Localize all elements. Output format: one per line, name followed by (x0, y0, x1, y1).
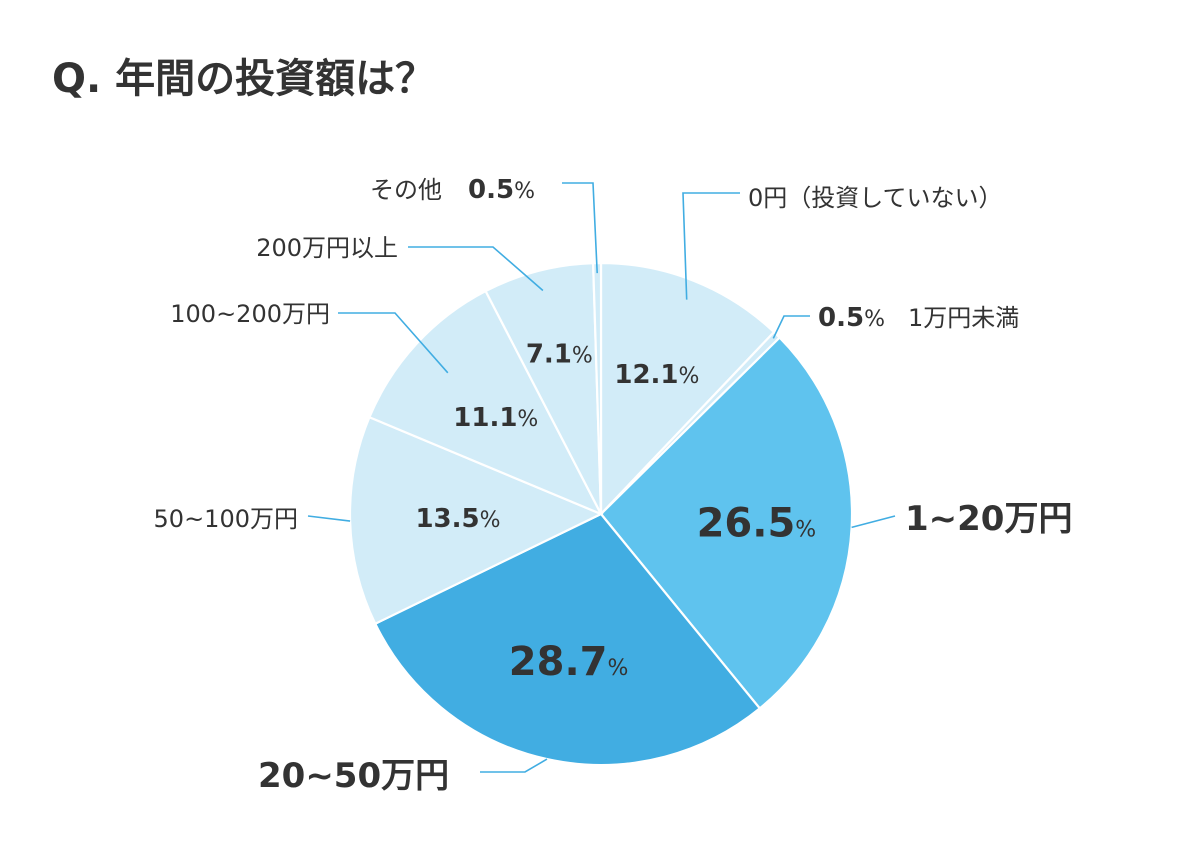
category-label: 1万円未満 (908, 304, 1019, 332)
percent-label: 13.5% (415, 504, 500, 534)
category-label: 0円（投資していない） (748, 184, 1003, 212)
pie-slices (348, 261, 854, 767)
percent-label: 7.1% (526, 340, 593, 370)
pie-slice (599, 261, 776, 517)
leader-line (408, 246, 544, 292)
pie-slice (348, 415, 604, 626)
leader-lines (307, 182, 896, 773)
category-label: 1~20万円 (905, 499, 1072, 539)
leader-line (307, 515, 351, 522)
chart-title: Q. 年間の投資額は？ (52, 56, 435, 102)
category-label: 50~100万円 (154, 505, 298, 533)
category-label: その他 (370, 176, 442, 204)
leader-line (338, 312, 449, 374)
category-label: 20~50万円 (258, 756, 449, 796)
category-label: 200万円以上 (256, 234, 398, 262)
pie-slice (484, 261, 603, 515)
percent-label: 11.1% (453, 403, 538, 433)
percent-label: 0.5% (818, 303, 885, 333)
category-label: 100~200万円 (170, 300, 330, 328)
percent-label: 0.5% (468, 175, 535, 205)
leader-line (772, 315, 810, 339)
slice-labels: 0円（投資していない）12.1%1万円未満0.5%1~20万円26.5%20~5… (154, 175, 1073, 796)
leader-line (682, 192, 740, 300)
leader-line (480, 758, 548, 773)
leader-line (562, 182, 598, 274)
pie-slice (373, 512, 762, 767)
leader-line (851, 515, 896, 529)
pie-slice (367, 289, 604, 517)
percent-label: 28.7% (509, 639, 629, 685)
percent-label: 12.1% (614, 360, 699, 390)
